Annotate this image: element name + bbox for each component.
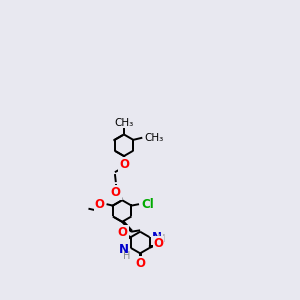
Text: CH₃: CH₃ <box>144 133 164 143</box>
Text: CH₃: CH₃ <box>114 118 134 128</box>
Text: O: O <box>135 257 145 270</box>
Text: Cl: Cl <box>141 198 154 211</box>
Text: O: O <box>119 158 129 171</box>
Text: O: O <box>118 226 128 239</box>
Text: O: O <box>111 186 121 199</box>
Text: H: H <box>158 234 165 244</box>
Text: O: O <box>154 237 164 250</box>
Text: N: N <box>118 243 128 256</box>
Text: H: H <box>123 250 131 260</box>
Text: O: O <box>95 198 105 211</box>
Text: N: N <box>152 231 162 244</box>
